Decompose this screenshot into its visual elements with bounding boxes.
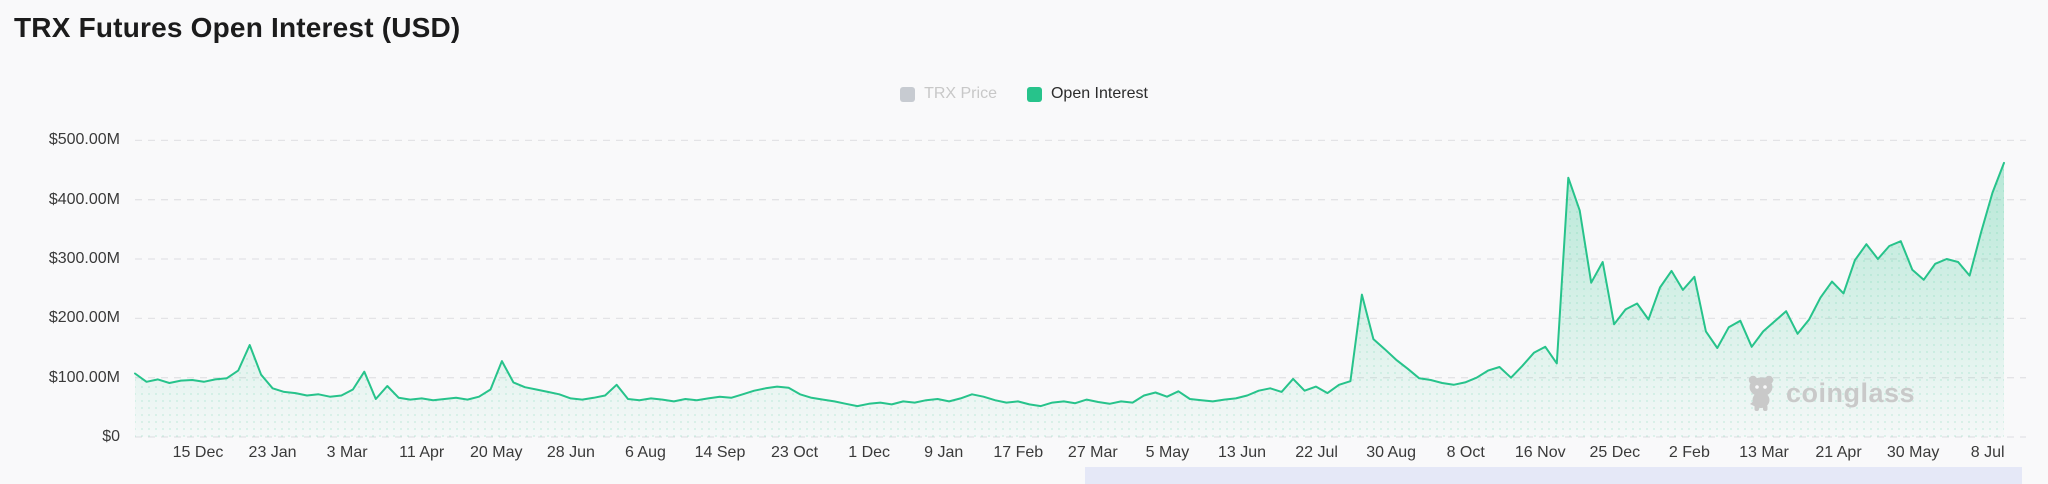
y-axis-label: $500.00M: [48, 131, 120, 149]
x-axis-label: 17 Feb: [993, 444, 1044, 461]
chart-legend: TRX Price Open Interest: [0, 85, 2048, 103]
y-axis-label: $400.00M: [48, 190, 120, 208]
x-axis-label: 8 Oct: [1446, 444, 1485, 461]
x-axis-label: 23 Oct: [770, 444, 819, 461]
page-title: TRX Futures Open Interest (USD): [14, 12, 461, 43]
x-axis-label: 22 Jul: [1295, 444, 1338, 461]
legend-label: TRX Price: [924, 85, 997, 102]
x-axis-label: 5 May: [1145, 444, 1190, 461]
trx-price-swatch-icon: [900, 86, 916, 102]
x-axis-label: 3 Mar: [326, 444, 368, 461]
x-axis-label: 14 Sep: [694, 444, 746, 461]
x-axis-label: 16 Nov: [1514, 444, 1566, 461]
x-axis-label: 2 Feb: [1668, 444, 1710, 461]
legend-item-trx-price[interactable]: TRX Price: [900, 85, 997, 103]
x-axis-label: 21 Apr: [1815, 444, 1862, 461]
coinglass-watermark: coinglass: [1746, 374, 1915, 412]
x-axis-label: 27 Mar: [1067, 444, 1118, 461]
x-axis-label: 6 Aug: [624, 444, 666, 461]
coinglass-logo-icon: [1748, 375, 1774, 411]
x-axis-label: 8 Jul: [1970, 444, 2005, 461]
x-axis-label: 13 Mar: [1739, 444, 1789, 461]
area-dot-texture: [135, 162, 2004, 437]
x-axis-label: 30 May: [1886, 444, 1940, 461]
x-axis-label: 25 Dec: [1589, 444, 1641, 461]
watermark-label: coinglass: [1786, 377, 1916, 408]
y-axis-label: $100.00M: [48, 368, 120, 386]
x-axis-label: 11 Apr: [399, 444, 445, 461]
open-interest-line: [134, 161, 2005, 408]
open-interest-swatch-icon: [1026, 86, 1042, 102]
x-axis-label: 28 Jun: [546, 444, 595, 461]
x-axis-label: 20 May: [470, 444, 523, 461]
x-axis-label: 13 Jun: [1217, 444, 1266, 461]
x-axis-label: 15 Dec: [172, 444, 224, 461]
y-axis-label: $0: [102, 428, 120, 445]
y-axis-label: $300.00M: [48, 250, 120, 267]
x-axis-label: 9 Jan: [924, 444, 964, 461]
y-axis-label: $200.00M: [48, 309, 120, 327]
x-axis-label: 23 Jan: [248, 444, 297, 461]
x-axis-label: 1 Dec: [848, 444, 891, 461]
legend-label: Open Interest: [1050, 85, 1148, 102]
legend-item-open-interest[interactable]: Open Interest: [1026, 85, 1148, 103]
x-axis-label: 30 Aug: [1366, 444, 1417, 461]
selected-range-highlight: [1085, 467, 2022, 484]
